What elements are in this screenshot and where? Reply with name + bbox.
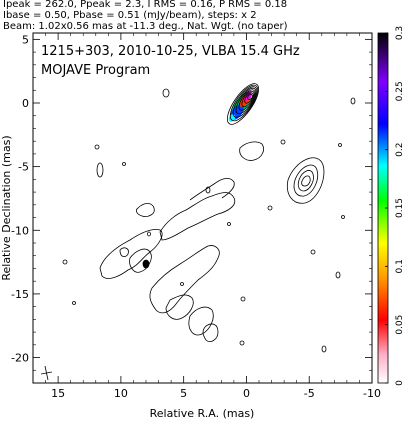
cb-tick-label-2: 0.1	[395, 259, 405, 273]
cb-tick-label-0: 0	[395, 380, 405, 386]
header-line-1: Ipeak = 262.0, Ppeak = 2.3, I RMS = 0.16…	[3, 0, 288, 10]
y-tick-label-3: -10	[11, 224, 29, 237]
y-axis-ticks: 5 0 -5 -10 -15 -20	[11, 33, 372, 371]
header-line-3: Beam: 1.02x0.56 mas at -11.3 deg., Nat. …	[3, 21, 288, 32]
plot-title-line1: 1215+303, 2010-10-25, VLBA 15.4 GHz	[41, 44, 300, 59]
x-tick-label-2: 5	[180, 387, 187, 400]
plot-frame	[32, 32, 373, 384]
cb-tick-label-3: 0.15	[395, 198, 405, 218]
colorbar-ticks: 0 0.05 0.1 0.15 0.2 0.25 0.3	[385, 26, 405, 386]
filled-blob	[142, 259, 150, 269]
y-tick-label-5: -20	[11, 352, 29, 365]
y-axis-title: Relative Declination (mas)	[0, 135, 13, 280]
contour-layer	[40, 83, 356, 381]
cb-tick-label-1: 0.05	[395, 315, 405, 335]
x-tick-label-4: -5	[304, 387, 315, 400]
y-tick-label-4: -15	[11, 288, 29, 301]
beam-marker	[40, 365, 53, 381]
x-tick-label-0: 15	[51, 387, 65, 400]
x-tick-label-5: -10	[363, 387, 381, 400]
y-tick-label-0: 5	[22, 33, 29, 46]
jet-knot-contours	[286, 157, 325, 204]
header-line-2: Ibase = 0.50, Pbase = 0.51 (mJy/beam), s…	[3, 10, 257, 21]
extended-jet-contours	[99, 141, 264, 342]
x-axis-title: Relative R.A. (mas)	[150, 407, 255, 420]
x-tick-label-1: 10	[114, 387, 128, 400]
y-tick-label-2: -5	[18, 161, 29, 174]
x-axis-ticks: 15 10 5 0 -5 -10	[45, 33, 381, 400]
core-contours	[226, 83, 260, 125]
scattered-contours	[62, 88, 356, 353]
y-tick-label-1: 0	[22, 97, 29, 110]
cb-tick-label-5: 0.25	[395, 81, 405, 101]
cb-tick-label-6: 0.3	[395, 26, 405, 40]
cb-tick-label-4: 0.2	[395, 143, 405, 157]
plot-title-line2: MOJAVE Program	[41, 63, 150, 78]
x-tick-label-3: 0	[243, 387, 250, 400]
